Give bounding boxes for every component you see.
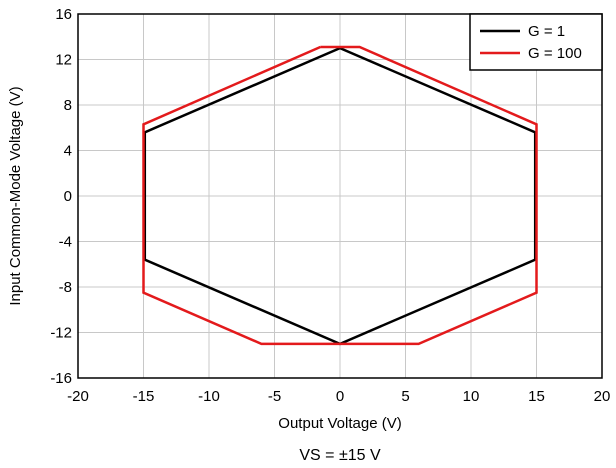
legend-box [469, 13, 603, 71]
x-tick-label: 20 [594, 388, 611, 405]
legend-label: G = 1 [528, 23, 565, 40]
x-tick-label: -15 [133, 388, 155, 405]
x-tick-labels: -20 -15 -10 -5 0 5 10 15 20 [67, 388, 610, 405]
y-tick-label: 8 [64, 97, 72, 114]
x-axis-title: Output Voltage (V) [278, 415, 401, 432]
x-tick-label: -20 [67, 388, 89, 405]
y-tick-label: 12 [55, 52, 72, 69]
y-tick-label: 0 [64, 188, 72, 205]
x-tick-label: 15 [528, 388, 545, 405]
x-tick-label: -5 [268, 388, 281, 405]
x-tick-label: 10 [463, 388, 480, 405]
series-layer [142, 45, 538, 346]
y-tick-label: -4 [59, 234, 72, 251]
y-tick-label: -12 [50, 325, 72, 342]
y-tick-labels: -16 -12 -8 -4 0 4 8 12 16 [50, 6, 72, 387]
y-tick-label: 4 [64, 143, 72, 160]
x-tick-label: 5 [401, 388, 409, 405]
x-tick-label: -10 [198, 388, 220, 405]
series-line [142, 45, 538, 346]
legend: G = 1 G = 100 [469, 13, 603, 71]
chart-caption: VS = ±15 V [299, 447, 381, 464]
y-tick-label: -8 [59, 279, 72, 296]
y-tick-label: -16 [50, 370, 72, 387]
y-axis-title: Input Common-Mode Voltage (V) [7, 86, 24, 305]
x-tick-label: 0 [336, 388, 344, 405]
y-tick-label: 16 [55, 6, 72, 23]
plot-frame [77, 13, 603, 379]
legend-label: G = 100 [528, 45, 582, 62]
